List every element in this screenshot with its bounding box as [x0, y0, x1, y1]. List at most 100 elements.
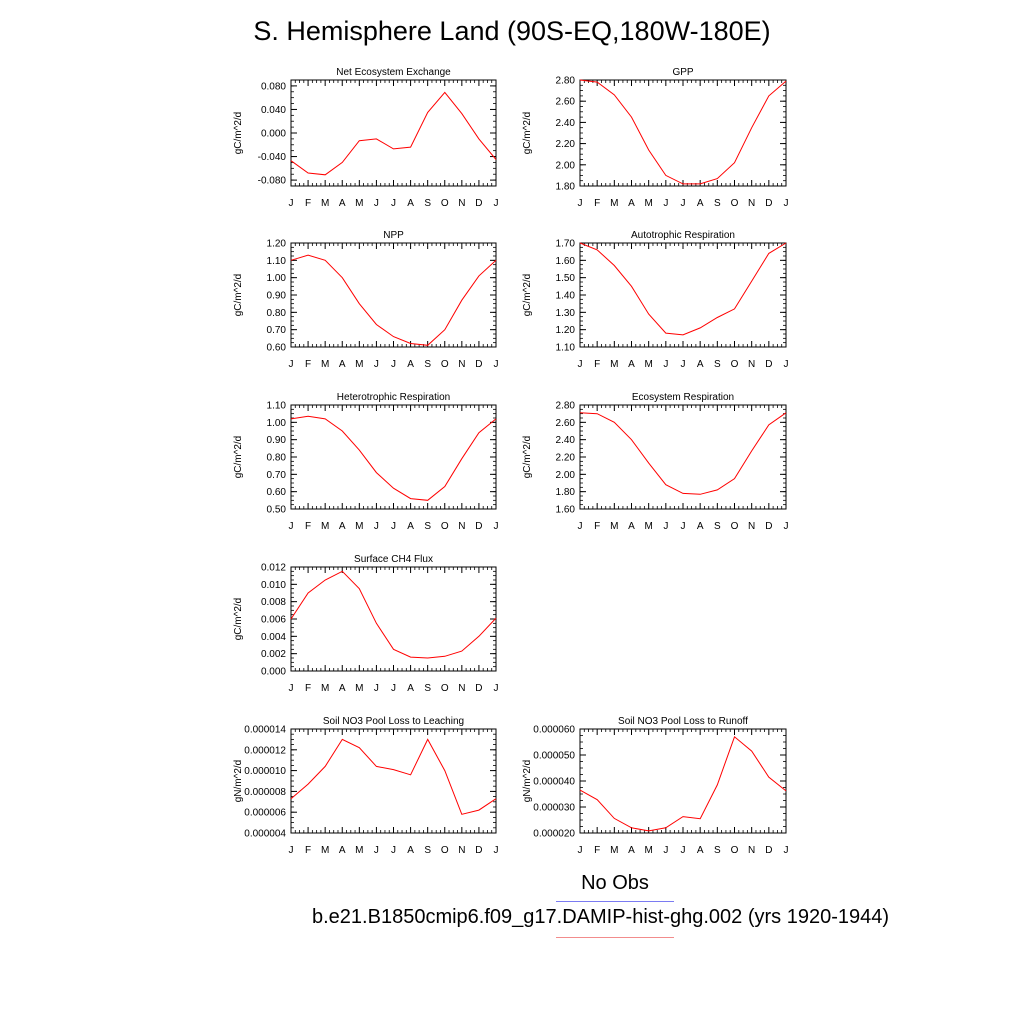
x-tick-label: J	[494, 359, 499, 370]
x-tick-label: S	[424, 198, 431, 209]
x-tick-label: J	[663, 845, 668, 856]
y-tick-label: 0.012	[261, 563, 286, 574]
y-tick-label: 0.80	[267, 308, 287, 319]
x-tick-label: J	[578, 521, 583, 532]
legend-obs-line	[556, 901, 674, 902]
x-tick-label: S	[424, 683, 431, 694]
y-tick-label: 0.60	[267, 343, 287, 354]
x-tick-label: N	[748, 198, 755, 209]
y-tick-label: 1.30	[556, 308, 576, 319]
y-tick-label: 1.10	[267, 256, 287, 267]
x-tick-label: D	[475, 845, 482, 856]
y-tick-label: 1.00	[267, 273, 287, 284]
y-tick-label: 1.10	[267, 401, 287, 412]
x-tick-label: A	[407, 198, 414, 209]
x-tick-label: J	[578, 198, 583, 209]
x-tick-label: S	[424, 521, 431, 532]
x-tick-label: J	[289, 359, 294, 370]
x-tick-label: A	[628, 845, 635, 856]
y-tick-label: 1.20	[267, 239, 287, 250]
legend-obs-label: No Obs	[581, 872, 649, 894]
y-tick-label: 0.000	[261, 667, 286, 678]
y-tick-label: 0.80	[267, 453, 287, 464]
x-tick-label: S	[714, 521, 721, 532]
x-tick-label: D	[475, 359, 482, 370]
x-tick-label: J	[681, 198, 686, 209]
y-tick-label: 0.008	[261, 597, 286, 608]
panel-title: GPP	[672, 67, 693, 78]
x-tick-label: J	[494, 683, 499, 694]
series-line	[579, 412, 787, 495]
x-tick-label: O	[731, 845, 739, 856]
x-tick-label: A	[407, 521, 414, 532]
x-tick-label: O	[731, 359, 739, 370]
x-tick-label: O	[731, 198, 739, 209]
x-tick-label: M	[355, 521, 363, 532]
series-line	[579, 79, 787, 185]
x-tick-label: J	[391, 521, 396, 532]
x-tick-label: J	[374, 521, 379, 532]
x-tick-label: A	[628, 521, 635, 532]
x-tick-label: J	[681, 521, 686, 532]
x-tick-label: F	[594, 359, 600, 370]
series-line	[290, 254, 497, 346]
y-tick-label: 2.80	[556, 76, 576, 87]
x-tick-label: J	[784, 521, 789, 532]
y-tick-label: 0.50	[267, 505, 287, 516]
x-tick-label: M	[644, 845, 652, 856]
x-tick-label: F	[305, 359, 311, 370]
x-tick-label: A	[628, 198, 635, 209]
x-tick-label: F	[305, 845, 311, 856]
y-tick-label: 0.000040	[533, 777, 575, 788]
x-tick-label: M	[610, 198, 618, 209]
x-tick-label: J	[391, 198, 396, 209]
y-tick-label: 0.000030	[533, 803, 575, 814]
y-tick-label: 2.80	[556, 401, 576, 412]
x-tick-label: A	[697, 359, 704, 370]
y-axis-label: gN/m^2/d	[233, 760, 244, 803]
y-tick-label: 0.080	[261, 81, 286, 92]
y-axis-label: gN/m^2/d	[522, 760, 533, 803]
y-tick-label: 1.40	[556, 291, 576, 302]
y-tick-label: 1.10	[556, 343, 576, 354]
series-line	[290, 415, 497, 501]
plot-frame	[579, 242, 787, 348]
x-tick-label: J	[374, 845, 379, 856]
panel-title: Soil NO3 Pool Loss to Runoff	[618, 716, 748, 727]
x-tick-label: F	[305, 198, 311, 209]
x-tick-label: F	[594, 198, 600, 209]
y-tick-label: 0.000010	[244, 766, 286, 777]
y-tick-label: 0.006	[261, 615, 286, 626]
y-tick-label: -0.080	[258, 176, 287, 187]
x-tick-label: M	[644, 198, 652, 209]
plot-frame	[290, 404, 497, 510]
y-tick-label: 2.20	[556, 139, 576, 150]
plot-frame	[290, 728, 497, 834]
y-tick-label: 1.60	[556, 505, 576, 516]
x-tick-label: F	[305, 683, 311, 694]
x-tick-label: J	[663, 359, 668, 370]
x-tick-label: J	[289, 521, 294, 532]
x-tick-label: S	[424, 845, 431, 856]
x-tick-label: A	[697, 845, 704, 856]
x-tick-label: D	[475, 198, 482, 209]
y-tick-label: 2.20	[556, 453, 576, 464]
x-tick-label: O	[731, 521, 739, 532]
y-tick-label: 0.004	[261, 632, 286, 643]
y-axis-label: gC/m^2/d	[233, 436, 244, 479]
x-tick-label: A	[697, 198, 704, 209]
x-tick-label: M	[644, 359, 652, 370]
y-tick-label: 1.60	[556, 256, 576, 267]
x-tick-label: M	[610, 359, 618, 370]
y-tick-label: 0.70	[267, 325, 287, 336]
y-tick-label: 0.000060	[533, 725, 575, 736]
x-tick-label: D	[765, 359, 772, 370]
x-tick-label: J	[784, 198, 789, 209]
x-tick-label: M	[321, 683, 329, 694]
x-tick-label: J	[784, 845, 789, 856]
panel-title: Heterotrophic Respiration	[337, 392, 450, 403]
x-tick-label: F	[594, 521, 600, 532]
